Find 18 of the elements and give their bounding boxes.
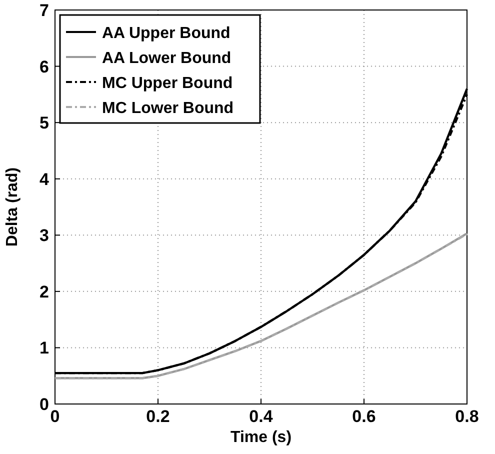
y-tick-label: 5 [40, 114, 49, 133]
x-tick-label: 0.2 [146, 407, 170, 426]
legend-label: MC Lower Bound [102, 100, 234, 117]
x-tick-label: 0.6 [352, 407, 376, 426]
y-tick-label: 4 [40, 170, 50, 189]
x-axis-title: Time (s) [230, 429, 292, 446]
y-axis-title: Delta (rad) [4, 167, 21, 247]
x-tick-label: 0.4 [249, 407, 274, 426]
y-tick-label: 7 [40, 1, 49, 20]
y-tick-label: 0 [40, 395, 49, 414]
x-tick-label: 0.8 [455, 407, 479, 426]
legend-label: AA Upper Bound [102, 25, 230, 42]
y-tick-label: 6 [40, 57, 49, 76]
legend-label: MC Upper Bound [102, 75, 233, 92]
y-tick-label: 2 [40, 282, 49, 302]
y-tick-label: 3 [40, 226, 49, 246]
y-tick-label: 1 [40, 338, 49, 358]
legend-label: AA Lower Bound [102, 50, 232, 67]
